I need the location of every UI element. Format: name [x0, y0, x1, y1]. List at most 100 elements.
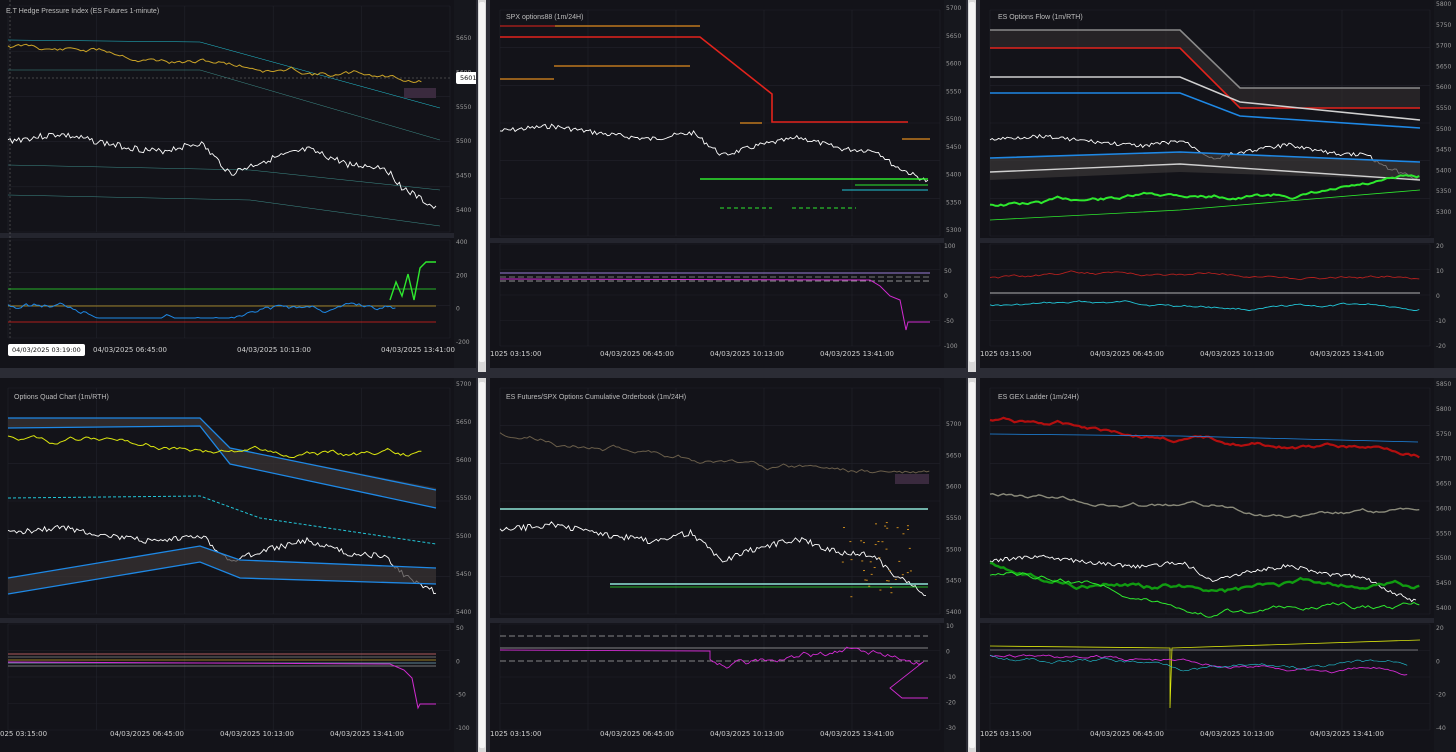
- x-axis-tick-label: 04/03/2025 10:13:00: [237, 346, 311, 354]
- price-axis-tick: 5300: [946, 227, 961, 234]
- scrollbar-thumb[interactable]: [969, 382, 975, 748]
- orderbook-dot: [885, 548, 888, 550]
- flow-band-line: [989, 151, 1421, 163]
- chart-canvas[interactable]: 5800 5750 5700 5650 5600 5550 5500 5450 5400 5350…: [980, 0, 1456, 368]
- x-axis-tick-label: 04/03/2025 13:41:00: [820, 350, 894, 358]
- x-axis-tick-label: 04/03/2025 10:13:00: [710, 730, 784, 738]
- orderbook-dot: [868, 585, 871, 587]
- price-axis-tick: 5800: [1436, 406, 1451, 413]
- scrollbar-thumb[interactable]: [969, 2, 975, 362]
- orderbook-dot: [862, 542, 865, 544]
- x-axis-tick-label: 04/03/2025 06:45:00: [600, 350, 674, 358]
- orderbook-dot: [850, 596, 853, 598]
- chart-panel-es-options-flow[interactable]: 5800 5750 5700 5650 5600 5550 5500 5450 5400 5350…: [980, 0, 1456, 368]
- chart-panel-options-quad[interactable]: 5700 5650 5600 5550 5500 5450 5400 50 0 -50 -100 02…: [0, 378, 476, 752]
- chart-panel-spx-options88[interactable]: 5700 5650 5600 5550 5500 5450 5400 5350 5300 100 5…: [490, 0, 966, 368]
- orderbook-dot: [886, 527, 889, 529]
- x-axis-tick-label: 025 03:15:00: [0, 730, 47, 738]
- chart-canvas[interactable]: 5700 5650 5600 5550 5500 5450 5400 5350 5300 100 5…: [490, 0, 966, 368]
- es-price-line: [7, 132, 437, 209]
- oscillator-axis-tick: 0: [1436, 293, 1440, 300]
- orderbook-dot: [888, 570, 891, 572]
- pane-divider: [980, 618, 1456, 623]
- orderbook-dot: [890, 587, 893, 589]
- oscillator-axis-tick: 10: [946, 623, 954, 630]
- x-axis-tick-label: 1025 03:15:00: [490, 350, 541, 358]
- gex-resistance-line: [989, 416, 1420, 459]
- band-edge: [990, 29, 1420, 89]
- panel-title: SPX options88 (1m/24H): [506, 14, 584, 21]
- oscillator-axis-tick: -20: [1436, 343, 1446, 350]
- orderbook-dot: [885, 580, 888, 582]
- quad-gamma-line: [7, 435, 422, 458]
- quad-band-line: [8, 417, 437, 491]
- orderbook-dot: [887, 580, 890, 582]
- gex-osc-line: [989, 655, 1408, 672]
- put-flow-osc: [989, 300, 1420, 312]
- orderbook-dot: [884, 525, 887, 527]
- orderbook-dot: [860, 540, 863, 542]
- gex-neutral-line: [989, 492, 1420, 519]
- scrollbar-thumb[interactable]: [479, 2, 485, 362]
- pane-divider: [490, 618, 966, 623]
- oscillator-axis-tick: -10: [1436, 318, 1446, 325]
- price-axis-tick: 5650: [1436, 63, 1451, 70]
- x-axis-tick-label: 04/03/2025 10:13:00: [1200, 350, 1274, 358]
- price-axis-tick: 5700: [1436, 43, 1451, 50]
- oscillator-axis-tick: 200: [456, 272, 468, 279]
- quad-band-line: [7, 561, 437, 595]
- band-line: [7, 194, 441, 227]
- orderbook-dot: [894, 578, 897, 580]
- orderbook-zone: [895, 474, 929, 484]
- panel-title: ES GEX Ladder (1m/24H): [998, 394, 1079, 401]
- orderbook-dot: [877, 541, 880, 543]
- flow-band-line: [990, 76, 1421, 121]
- vertical-scrollbar[interactable]: [968, 378, 976, 752]
- x-axis-tick-label: 1025 03:15:00: [980, 730, 1031, 738]
- chart-panel-gex-ladder[interactable]: 5850 5800 5750 5700 5650 5600 5550 5500 5450 5400…: [980, 378, 1456, 752]
- hedge-zone: [404, 88, 436, 98]
- put-flow-line: [989, 189, 1421, 221]
- oscillator-axis-tick: -50: [944, 318, 954, 325]
- price-axis-tick: 5500: [946, 116, 961, 123]
- oscillator-axis-tick: 400: [456, 239, 468, 246]
- vertical-scrollbar[interactable]: [968, 0, 976, 372]
- chart-canvas[interactable]: 5850 5800 5750 5700 5650 5600 5550 5500 5450 5400…: [980, 378, 1456, 752]
- oscillator-axis-tick: 0: [456, 658, 460, 665]
- orderbook-dot: [898, 560, 901, 562]
- chart-canvas[interactable]: 5650560055505500545054004002000-20004/03…: [0, 0, 476, 368]
- price-axis-tick: 5700: [456, 381, 471, 388]
- price-axis-tick: 5600: [456, 457, 471, 464]
- pane-divider: [0, 233, 476, 238]
- vertical-scrollbar[interactable]: [478, 378, 486, 752]
- x-axis-tick-label: 1025 03:15:00: [490, 730, 541, 738]
- chart-canvas[interactable]: 5700 5650 5600 5550 5500 5450 5400 50 0 -50 -100 02…: [0, 378, 476, 752]
- crosshair-price-label: 5601: [456, 72, 476, 84]
- price-axis-tick: 5400: [456, 609, 471, 616]
- x-axis-tick-label: 04/03/2025 06:45:00: [600, 730, 674, 738]
- price-axis-tick: 5650: [456, 419, 471, 426]
- price-axis-tick: 5650: [946, 33, 961, 40]
- oscillator-axis-tick: 10: [1436, 268, 1444, 275]
- gex-osc-line: [989, 654, 1408, 676]
- price-axis-tick: 5500: [456, 138, 471, 145]
- scrollbar-thumb[interactable]: [479, 382, 485, 748]
- price-axis-tick: 5800: [1436, 1, 1451, 8]
- x-axis-tick-label: 04/03/2025 06:45:00: [93, 346, 167, 354]
- es-price-line: [989, 554, 1417, 603]
- orderbook-dot: [862, 570, 865, 572]
- oscillator-axis-tick: 0: [1436, 658, 1440, 665]
- orderbook-dot: [909, 570, 912, 572]
- hedge-oscillator: [7, 302, 396, 319]
- band-line: [7, 39, 441, 109]
- chart-panel-cumulative-orderbook[interactable]: 5700 5650 5600 5550 5500 5450 5400 10 0 -10 -20 -30…: [490, 378, 966, 752]
- price-axis-tick: 5500: [456, 533, 471, 540]
- flow-oscillator: [499, 278, 930, 331]
- chart-canvas[interactable]: 5700 5650 5600 5550 5500 5450 5400 10 0 -10 -20 -30…: [490, 378, 966, 752]
- oscillator-axis-tick: -50: [456, 692, 466, 699]
- chart-panel-hedge-pressure[interactable]: 5650560055505500545054004002000-20004/03…: [0, 0, 476, 368]
- price-axis-tick: 5500: [946, 546, 961, 553]
- price-axis-tick: 5450: [1436, 147, 1451, 154]
- vertical-scrollbar[interactable]: [478, 0, 486, 372]
- cumulative-oscillator: [499, 646, 928, 699]
